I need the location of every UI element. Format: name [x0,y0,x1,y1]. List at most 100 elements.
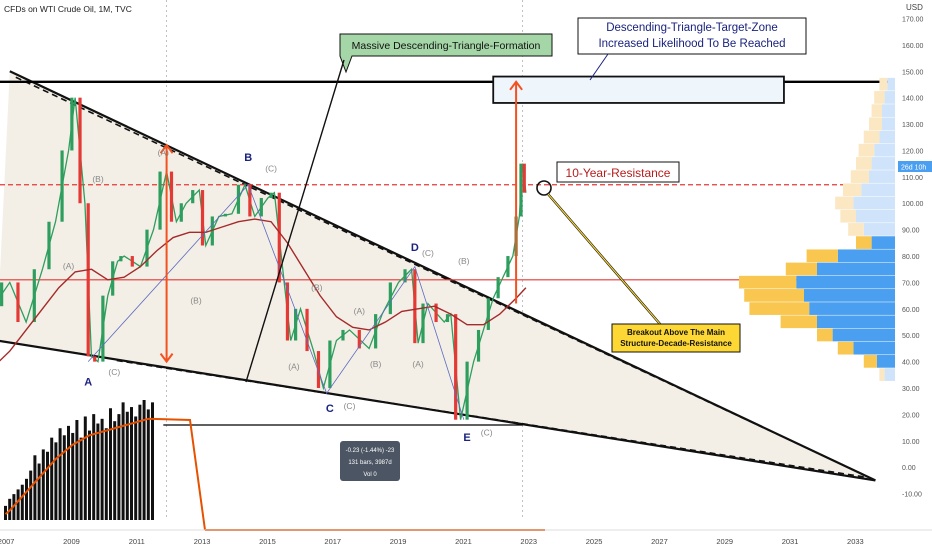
wave-label-18: (B) [458,256,470,266]
candle-3 [32,269,36,323]
volume-bar-25 [109,408,112,520]
resistance-label-text: 10-Year-Resistance [566,166,671,180]
y-tick-6: 50.00 [902,333,920,340]
profile-sell-5 [874,143,895,157]
volume-bar-30 [130,407,133,520]
y-tick-13: 120.00 [902,148,924,155]
profile-buy-22 [879,368,885,381]
wave-labels: A B C D E (A) (B) (C) (A) (B) (C) (A) (B) (C) (A) (B) (A… [63,148,493,444]
volume-bar-32 [138,404,142,520]
y-tick-18: 170.00 [902,16,924,23]
y-tick-17: 160.00 [902,43,924,50]
volume-profile [739,77,895,381]
triangle-formation [0,70,876,482]
candle-16 [169,171,174,222]
volume-bar-17 [75,420,79,520]
target-callout-box [577,17,807,55]
volume-bar-26 [113,421,117,520]
x-tick-0: 2007 [0,537,14,546]
projection-arrows [159,80,523,364]
x-tick-3: 2013 [194,537,211,546]
breakout-callout-box [611,323,741,353]
profile-sell-15 [796,275,895,289]
profile-sell-12 [871,236,895,249]
y-tick-9: 80.00 [902,254,920,261]
profile-buy-3 [869,117,882,131]
volume-bar-31 [134,416,138,520]
candle-34 [374,314,378,349]
candle-25 [269,192,273,198]
candle-29 [305,308,309,352]
candle-46 [506,256,510,278]
profile-sell-13 [837,249,895,263]
profile-sell-22 [884,368,895,381]
y-tick-14: 130.00 [902,122,924,129]
x-tick-4: 2015 [259,537,276,546]
price-badge [898,161,932,172]
y-tick-2: 10.00 [902,439,920,446]
candle-17 [179,203,183,222]
wave-label-11: (A) [288,362,300,372]
x-tick-9: 2025 [586,537,603,546]
profile-sell-19 [832,328,895,342]
profile-buy-18 [780,315,817,329]
volume-bar-23 [100,418,104,520]
wave-path [87,184,465,420]
volume-bar-27 [117,414,121,520]
breakout-callout-line2: Structure-Decade-Resistance [620,339,732,348]
candle-21 [223,213,227,217]
candle-49 [522,163,526,193]
profile-sell-18 [817,315,895,329]
wave-label-15: (B) [370,359,382,369]
profile-buy-12 [856,236,872,249]
volume-bar-35 [151,402,154,520]
resistance-label-box [556,161,680,183]
candle-37 [413,269,417,344]
candle-30 [316,351,321,389]
y-tick-7: 60.00 [902,307,920,314]
candle-24 [259,197,263,217]
candle-27 [285,282,290,341]
candle-10 [101,295,105,362]
wave-label-5: (A) [63,261,75,271]
candle-48 [519,163,523,217]
volume-bar-9 [41,449,45,520]
x-tick-8: 2023 [520,537,537,546]
wave-label-19: (C) [481,428,493,438]
x-tick-10: 2027 [651,537,668,546]
candle-15 [158,171,162,230]
profile-sell-10 [856,209,895,223]
profile-buy-11 [848,223,864,236]
candle-1 [0,282,4,307]
projection-arrow-head-up-0 [159,143,174,154]
wave-label-12: (B) [311,282,323,292]
x-tick-7: 2021 [455,537,472,546]
breakout-circle [536,180,552,196]
candle-13 [130,256,134,267]
profile-buy-6 [856,157,872,170]
volume-bar-24 [104,428,108,520]
profile-buy-4 [863,130,880,144]
volume-bar-20 [88,430,91,520]
candle-7 [78,97,82,204]
profile-buy-9 [835,196,854,210]
y-tick-1: 0.00 [902,465,916,472]
candle-18 [191,190,195,204]
candle-35 [388,282,392,315]
x-tick-12: 2031 [782,537,799,546]
profile-buy-8 [843,183,862,197]
measure-box [340,441,400,481]
profile-buy-7 [850,170,869,183]
measure-line2: 131 bars, 3987d [348,460,391,466]
massive-callout-box [339,33,553,74]
profile-sell-2 [882,104,895,117]
profile-buy-10 [840,209,856,223]
candle-14 [145,229,149,267]
volume-bar-14 [62,435,66,520]
volume-bar-33 [142,400,146,520]
candle-2 [16,282,20,323]
profile-sell-11 [863,223,895,236]
candle-39 [434,303,438,323]
wave-label-16: (A) [412,359,424,369]
